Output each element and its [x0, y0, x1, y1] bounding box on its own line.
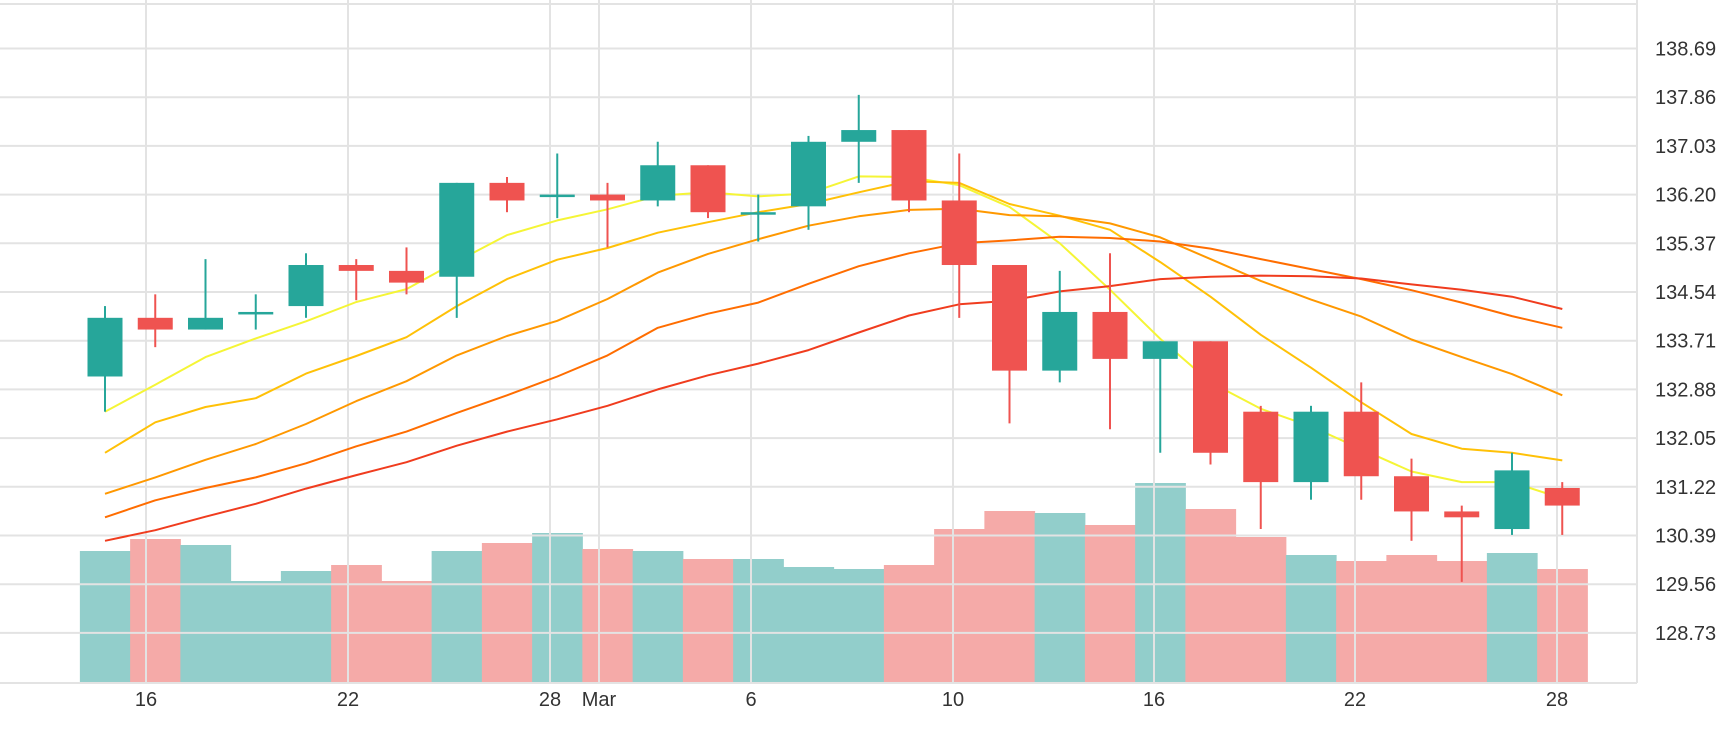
candle-body	[791, 141, 826, 207]
volume-bar	[1135, 483, 1186, 683]
x-tick-label: 16	[1143, 689, 1165, 711]
candle-body	[740, 212, 776, 215]
candle-body	[590, 194, 625, 201]
volume-bar	[481, 543, 533, 683]
volume-bar	[1336, 561, 1387, 683]
candle-body	[338, 265, 374, 271]
candle-body	[539, 194, 575, 198]
candle-body	[1343, 411, 1379, 477]
moving-average-line	[104, 274, 1563, 542]
y-tick-label: 136.20	[1655, 185, 1716, 207]
candle-body	[188, 317, 223, 330]
x-tick-label: 6	[745, 689, 756, 711]
volume-bar	[984, 511, 1036, 683]
moving-average-line	[104, 235, 1563, 519]
volume-bar	[783, 567, 835, 683]
y-tick-label: 137.86	[1655, 87, 1716, 109]
volume-bars	[79, 483, 1588, 683]
volume-bar	[1235, 537, 1287, 683]
y-tick-label: 138.69	[1655, 39, 1716, 61]
candle-body	[288, 265, 324, 307]
volume-bar	[1386, 555, 1438, 683]
volume-bar	[733, 559, 784, 683]
volume-bar	[1084, 525, 1136, 683]
candle-body	[389, 270, 424, 283]
volume-bar	[833, 569, 885, 683]
moving-average-line	[104, 180, 1563, 462]
x-tick-label: 28	[539, 689, 561, 711]
y-tick-label: 135.37	[1655, 233, 1716, 255]
y-tick-label: 129.56	[1655, 574, 1716, 596]
candle-body	[1042, 311, 1078, 371]
x-tick-label: 22	[337, 689, 359, 711]
volume-bar	[1034, 513, 1086, 683]
candle-body	[992, 265, 1027, 371]
volume-bar	[582, 549, 634, 683]
volume-bar	[280, 571, 332, 683]
candle-body	[1444, 511, 1480, 518]
volume-bar	[682, 559, 734, 683]
candle-body	[1243, 411, 1279, 483]
volume-bar	[532, 533, 583, 683]
x-tick-label: 10	[942, 689, 964, 711]
volume-bar	[883, 565, 935, 683]
candle-body	[137, 317, 173, 330]
candle-body	[87, 317, 123, 377]
volume-bar	[1486, 553, 1538, 683]
y-tick-label: 132.88	[1655, 379, 1716, 401]
candle-body	[891, 130, 927, 201]
y-tick-label: 128.73	[1655, 623, 1716, 645]
moving-average-line	[104, 207, 1563, 495]
volume-bar	[1185, 509, 1237, 683]
y-tick-label: 137.03	[1655, 136, 1716, 158]
volume-bar	[431, 551, 483, 683]
candle-body	[841, 130, 877, 142]
volume-bar	[1285, 555, 1337, 683]
candle-body	[1092, 311, 1128, 359]
candle-body	[439, 182, 475, 277]
candle-body	[1494, 470, 1530, 530]
x-tick-label: 28	[1546, 689, 1568, 711]
volume-bar	[180, 545, 232, 683]
candle-body	[941, 200, 977, 266]
x-tick-label: 16	[135, 689, 157, 711]
candle-body	[1394, 476, 1429, 512]
volume-bar	[79, 551, 131, 683]
volume-bar	[632, 551, 684, 683]
candle-body	[489, 182, 525, 201]
volume-bar	[331, 565, 382, 683]
candles	[87, 94, 1580, 582]
candle-body	[238, 311, 274, 315]
volume-bar	[130, 539, 181, 683]
candle-body	[1293, 411, 1329, 483]
candle-body	[690, 165, 726, 213]
moving-average-line	[104, 175, 1563, 500]
candle-body	[1193, 341, 1228, 453]
candle-body	[640, 165, 676, 201]
candle-body	[1142, 341, 1178, 359]
y-tick-label: 133.71	[1655, 331, 1716, 353]
y-tick-label: 134.54	[1655, 282, 1716, 304]
candle-body	[1544, 487, 1580, 506]
volume-bar	[934, 529, 985, 683]
x-tick-label: 22	[1344, 689, 1366, 711]
y-tick-label: 130.39	[1655, 526, 1716, 548]
y-tick-label: 132.05	[1655, 428, 1716, 450]
x-tick-label: Mar	[582, 689, 617, 711]
axes: 138.69 137.86 137.03 136.20 135.37 134.54 133.…	[135, 39, 1716, 712]
y-tick-label: 131.22	[1655, 477, 1716, 499]
volume-bar	[1537, 569, 1588, 683]
